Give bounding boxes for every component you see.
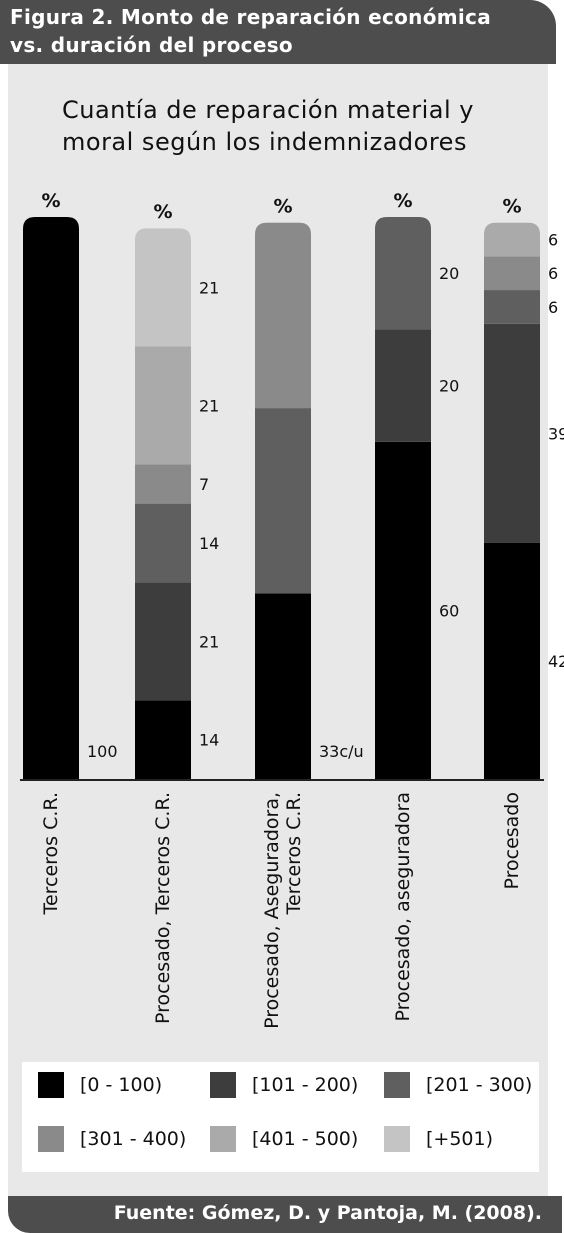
- data-label: 6: [548, 264, 558, 283]
- bar-segment: [375, 217, 431, 330]
- bar-segment: [135, 346, 191, 465]
- bar-segment: [135, 700, 191, 779]
- bar-group-5: [484, 222, 540, 779]
- legend-label: [201 - 300): [426, 1074, 533, 1096]
- bar-segment: [135, 503, 191, 583]
- data-label: 14: [199, 534, 219, 553]
- stacked-bar-chart: % 100 Terceros C.R.% 14 21 14 7 21 21 Procesado, …: [20, 190, 564, 1029]
- legend-item: [301 - 400): [38, 1124, 186, 1154]
- legend-item: [401 - 500): [210, 1124, 358, 1154]
- category-label: Terceros C.R.: [40, 792, 62, 915]
- figure-title-line-1: Figura 2. Monto de reparación económica: [10, 5, 491, 29]
- bar-segment: [255, 593, 311, 779]
- legend-label: [0 - 100): [80, 1074, 163, 1096]
- data-label: 20: [439, 377, 459, 396]
- figure-title-line-2: vs. duración del proceso: [10, 33, 293, 57]
- bar-segment: [484, 323, 540, 543]
- category-label: Procesado: [501, 792, 523, 890]
- source-note: Fuente: Gómez, D. y Pantoja, M. (2008).: [113, 1202, 542, 1224]
- bar-segment: [23, 217, 79, 779]
- legend-item: [0 - 100): [38, 1070, 162, 1100]
- bar-segment: [135, 464, 191, 504]
- legend-label: [+501): [426, 1128, 494, 1150]
- data-label: 14: [199, 731, 219, 750]
- bar-group-4: [375, 217, 431, 779]
- category-label: Procesado, aseguradora: [392, 792, 414, 1022]
- bar-segment: [255, 408, 311, 594]
- data-label: 33c/u: [319, 742, 364, 761]
- category-label: Procesado, Aseguradora,: [261, 792, 283, 1029]
- legend-swatch: [210, 1126, 236, 1152]
- category-label: Procesado, Terceros C.R.: [152, 792, 174, 1024]
- legend-swatch: [210, 1072, 236, 1098]
- figure-footer: Fuente: Gómez, D. y Pantoja, M. (2008).: [8, 1196, 562, 1233]
- legend-label: [101 - 200): [252, 1074, 359, 1096]
- legend-swatch: [384, 1072, 410, 1098]
- bar-segment: [255, 222, 311, 409]
- bar-segment: [484, 222, 540, 257]
- data-label: 20: [439, 264, 459, 283]
- data-label: 21: [199, 278, 219, 297]
- legend-label: [301 - 400): [80, 1128, 187, 1150]
- percent-label: %: [393, 190, 412, 212]
- category-label: Terceros C.R.: [283, 792, 305, 915]
- legend-swatch: [384, 1126, 410, 1152]
- bar-segment: [375, 441, 431, 779]
- bar-segment: [375, 329, 431, 442]
- legend: [0 - 100) [101 - 200) [201 - 300) [301 - 40…: [22, 1062, 539, 1172]
- legend-item: [101 - 200): [210, 1070, 358, 1100]
- legend-swatch: [38, 1126, 64, 1152]
- legend-label: [401 - 500): [252, 1128, 359, 1150]
- bar-group-1: [23, 217, 79, 779]
- percent-label: %: [153, 201, 172, 223]
- chart-title-line-2: moral según los indemnizadores: [62, 128, 467, 156]
- data-label: 60: [439, 601, 459, 620]
- bar-segment: [135, 582, 191, 701]
- bar-segment: [484, 542, 540, 779]
- data-label: 21: [199, 396, 219, 415]
- legend-item: [201 - 300): [384, 1070, 532, 1100]
- chart-title-line-1: Cuantía de reparación material y: [62, 96, 474, 124]
- data-label: 42: [548, 652, 564, 671]
- bar-segment: [135, 228, 191, 347]
- bar-segment: [484, 290, 540, 324]
- data-label: 100: [87, 742, 118, 761]
- percent-label: %: [273, 196, 292, 218]
- legend-swatch: [38, 1072, 64, 1098]
- figure-header: Figura 2. Monto de reparación económica …: [0, 0, 556, 64]
- chart-title: Cuantía de reparación material y moral s…: [62, 94, 474, 158]
- bar-segment: [484, 256, 540, 291]
- data-label: 21: [199, 632, 219, 651]
- legend-item: [+501): [384, 1124, 493, 1154]
- data-label: 7: [199, 475, 209, 494]
- percent-label: %: [502, 196, 521, 218]
- data-label: 39: [548, 424, 564, 443]
- bar-group-2: [135, 228, 191, 779]
- data-label: 6: [548, 230, 558, 249]
- data-label: 6: [548, 298, 558, 317]
- bar-group-3: [255, 222, 311, 779]
- percent-label: %: [41, 190, 60, 212]
